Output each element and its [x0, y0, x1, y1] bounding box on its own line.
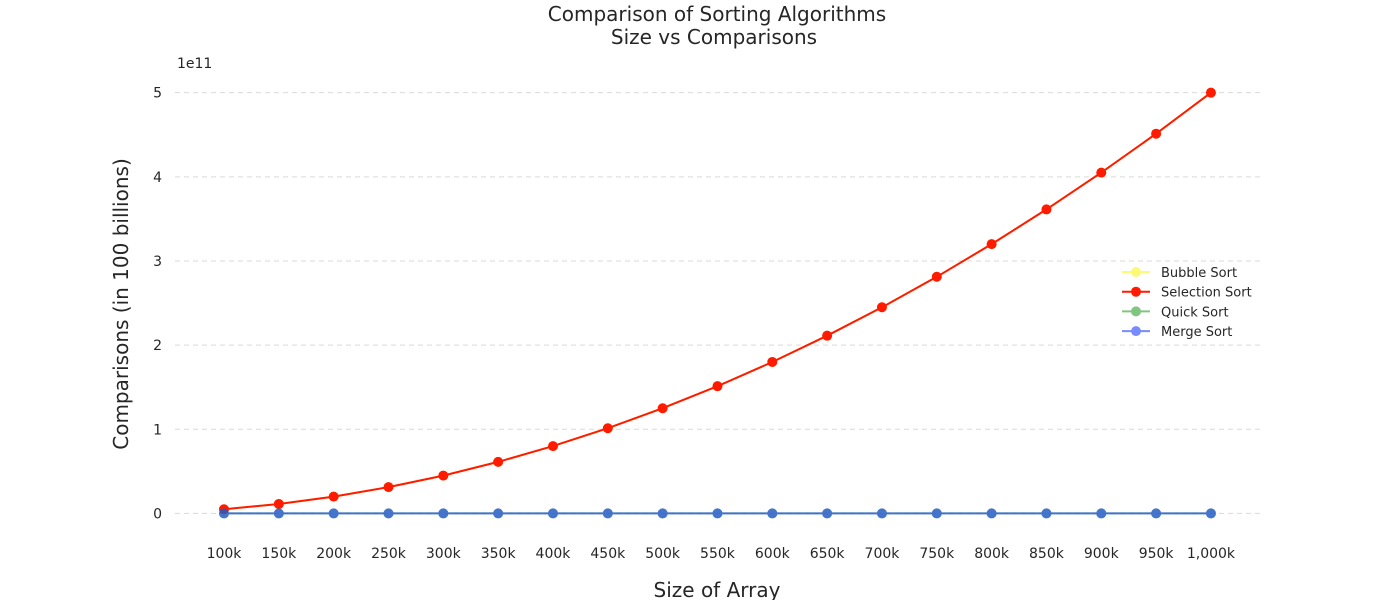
- legend-label: Bubble Sort: [1161, 266, 1237, 281]
- grid-layer: [175, 92, 1260, 514]
- x-tick-label: 100k: [207, 546, 243, 562]
- data-point: [876, 508, 887, 519]
- legend-item: Merge Sort: [1122, 325, 1232, 340]
- x-tick-label: 900k: [1084, 546, 1120, 562]
- data-point: [931, 271, 942, 282]
- x-tick-label: 700k: [865, 546, 901, 562]
- series-line: [223, 91, 1212, 511]
- legend-swatch: [1122, 267, 1150, 277]
- y-axis-offset-label: 1e11: [177, 56, 212, 72]
- data-point: [767, 356, 778, 367]
- data-point: [1096, 167, 1107, 178]
- data-point: [273, 508, 284, 519]
- x-tick-label: 1,000k: [1187, 546, 1236, 562]
- data-point: [273, 498, 284, 509]
- data-point: [602, 508, 613, 519]
- data-point: [438, 508, 449, 519]
- y-tick-label: 3: [153, 254, 162, 270]
- data-point: [383, 508, 394, 519]
- y-tick-label: 4: [153, 170, 162, 186]
- data-point: [547, 441, 558, 452]
- data-point: [1041, 508, 1052, 519]
- x-tick-label: 450k: [590, 546, 626, 562]
- data-point: [1096, 508, 1107, 519]
- x-tick-label: 850k: [1029, 546, 1065, 562]
- data-point: [767, 508, 778, 519]
- data-point: [657, 403, 668, 414]
- data-point: [986, 508, 997, 519]
- x-tick-label: 950k: [1139, 546, 1175, 562]
- data-point: [547, 508, 558, 519]
- data-point: [986, 239, 997, 250]
- legend-label: Selection Sort: [1161, 286, 1252, 301]
- data-point: [602, 423, 613, 434]
- chart-title-line-2: Size vs Comparisons: [611, 25, 817, 49]
- data-point: [383, 482, 394, 493]
- data-point: [1151, 508, 1162, 519]
- data-point: [876, 302, 887, 313]
- legend-swatch: [1122, 306, 1150, 317]
- legend-item: Selection Sort: [1122, 286, 1252, 301]
- series-bubble-sort: [219, 87, 1216, 515]
- y-axis-label: Comparisons (in 100 billions): [109, 158, 133, 450]
- data-point: [1205, 87, 1216, 98]
- x-tick-label: 550k: [700, 546, 736, 562]
- data-point: [328, 508, 339, 519]
- x-tick-label: 600k: [755, 546, 791, 562]
- data-point: [1151, 128, 1162, 139]
- data-point: [438, 470, 449, 481]
- x-tick-label: 350k: [481, 546, 517, 562]
- x-tick-label: 500k: [645, 546, 681, 562]
- data-point: [931, 508, 942, 519]
- series-selection-sort: [219, 87, 1216, 515]
- x-tick-label: 750k: [919, 546, 955, 562]
- chart-title-line-1: Comparison of Sorting Algorithms: [548, 2, 886, 26]
- y-tick-label: 1: [153, 422, 162, 438]
- data-point: [822, 330, 833, 341]
- x-tick-label: 200k: [316, 546, 352, 562]
- data-point: [1205, 508, 1216, 519]
- x-tick-label: 150k: [261, 546, 297, 562]
- x-tick-label: 400k: [536, 546, 572, 562]
- data-point: [328, 491, 339, 502]
- x-axis-label: Size of Array: [654, 578, 781, 600]
- x-tick-label: 300k: [426, 546, 462, 562]
- x-tick-label: 250k: [371, 546, 407, 562]
- data-point: [712, 381, 723, 392]
- y-tick-label: 2: [153, 338, 162, 354]
- legend-swatch: [1122, 326, 1150, 337]
- legend-label: Merge Sort: [1161, 325, 1232, 340]
- x-tick-labels: 100k 150k 200k 250k 300k 350k 400k 450k 500k 550k…: [207, 546, 1236, 562]
- data-point: [657, 508, 668, 519]
- y-tick-labels: 0 1 2 3 4 5: [153, 86, 162, 523]
- x-tick-label: 800k: [974, 546, 1010, 562]
- data-point: [493, 508, 504, 519]
- data-point: [822, 508, 833, 519]
- y-tick-label: 0: [153, 506, 162, 522]
- series-merge-sort: [219, 508, 1216, 519]
- data-point: [493, 456, 504, 467]
- data-point: [712, 508, 723, 519]
- data-point: [219, 508, 229, 519]
- legend-item: Quick Sort: [1122, 305, 1229, 320]
- y-tick-label: 5: [153, 86, 162, 102]
- x-tick-label: 650k: [810, 546, 846, 562]
- legend-item: Bubble Sort: [1122, 266, 1237, 281]
- legend-label: Quick Sort: [1161, 305, 1229, 320]
- series-layer: [219, 87, 1216, 519]
- series-line: [223, 91, 1212, 511]
- legend-swatch: [1122, 286, 1150, 297]
- data-point: [1041, 204, 1052, 215]
- legend: Bubble Sort Selection Sort Quick Sort Merge…: [1122, 266, 1252, 340]
